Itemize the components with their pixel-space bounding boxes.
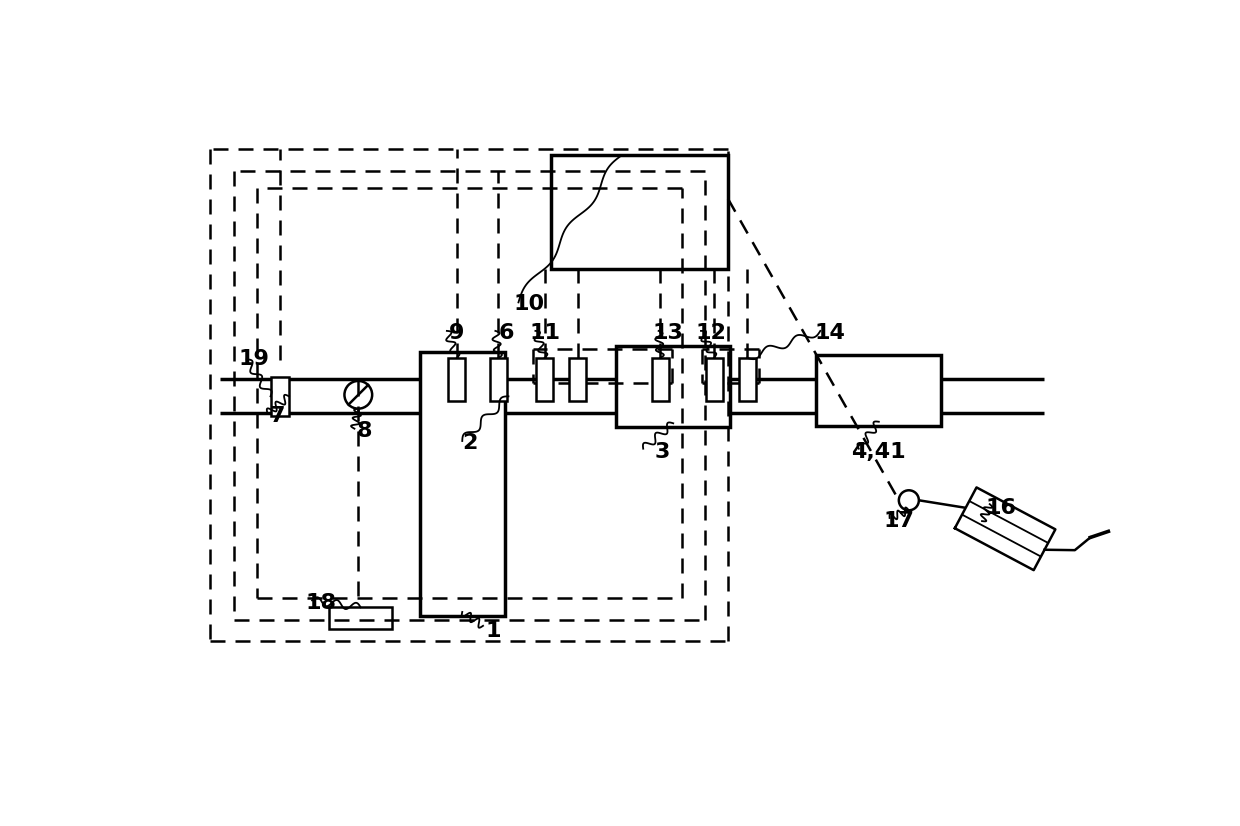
Text: 3: 3 [655, 442, 670, 462]
Bar [652, 358, 668, 401]
Bar [490, 358, 507, 401]
Bar [616, 346, 730, 427]
Bar [420, 353, 505, 616]
Text: 7: 7 [270, 406, 285, 425]
Text: 9: 9 [449, 323, 465, 343]
Bar [270, 377, 289, 415]
Text: 11: 11 [529, 323, 560, 343]
Bar [536, 358, 553, 401]
Bar [816, 354, 941, 425]
Bar [706, 358, 723, 401]
Text: 14: 14 [815, 323, 844, 343]
Text: 2: 2 [463, 433, 477, 453]
Text: 19: 19 [239, 349, 270, 369]
Bar [569, 358, 587, 401]
Bar [329, 607, 392, 629]
Text: 12: 12 [696, 323, 727, 343]
Text: 16: 16 [986, 498, 1017, 518]
Text: 18: 18 [306, 593, 337, 613]
Text: 6: 6 [498, 323, 513, 343]
Text: 1: 1 [485, 621, 501, 641]
Text: 4,41: 4,41 [851, 442, 905, 462]
Bar [551, 155, 728, 269]
Text: 10: 10 [513, 294, 544, 314]
Bar [449, 358, 465, 401]
Text: 13: 13 [652, 323, 683, 343]
Text: 17: 17 [883, 511, 914, 531]
Bar [739, 358, 755, 401]
Text: 8: 8 [357, 421, 372, 441]
